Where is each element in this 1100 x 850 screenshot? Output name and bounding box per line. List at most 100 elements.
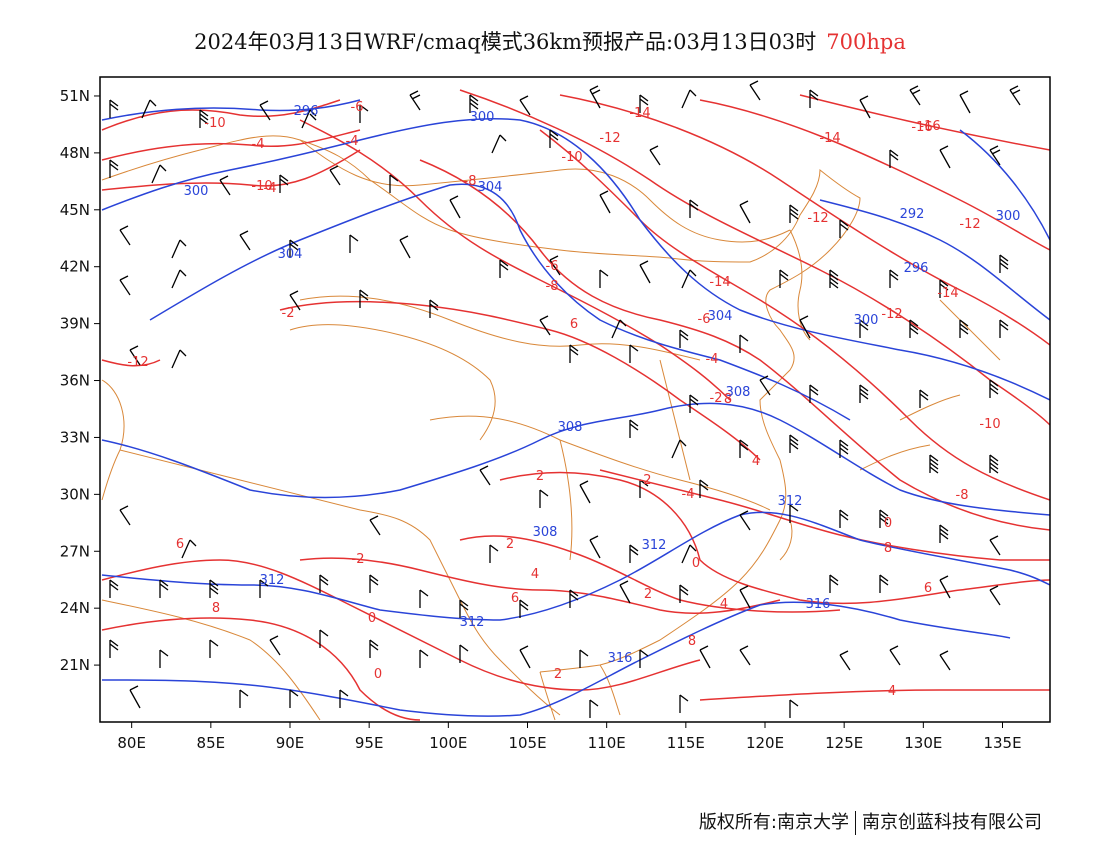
temp-label-2: -14 <box>819 131 840 146</box>
temp-label-33: 6 <box>511 591 519 606</box>
temp-label-47: 4 <box>888 684 896 699</box>
temp-label-29: -4 <box>682 487 695 502</box>
footer-separator <box>855 811 856 835</box>
temp-label-34: 8 <box>688 634 696 649</box>
border-japan <box>859 299 1001 471</box>
temp-label-20: -6 <box>698 312 711 327</box>
height-label-3: 304 <box>478 180 503 195</box>
temperature-contours <box>101 89 1050 721</box>
isotherm-m6 <box>299 119 731 401</box>
map-frame <box>99 76 1051 723</box>
height-contours <box>101 99 1050 717</box>
height-label-6: 304 <box>708 309 733 324</box>
temp-label-36: -4 <box>252 137 265 152</box>
temp-label-24: 2 <box>536 469 544 484</box>
lon-tick-label-11: 135E <box>983 734 1021 752</box>
height-label-0: 296 <box>294 104 319 119</box>
lon-tick-label-3: 95E <box>355 734 384 752</box>
lat-tick-label-9: 24N <box>60 599 90 617</box>
border-india <box>101 599 321 721</box>
temp-label-37: 0 <box>368 611 376 626</box>
border-provinces-c <box>559 359 691 561</box>
temp-label-23: 0 <box>884 516 892 531</box>
lon-tick-label-0: 80E <box>117 734 146 752</box>
height-label-17: 312 <box>642 538 667 553</box>
lat-tick-label-2: 45N <box>60 201 90 219</box>
temp-label-45: 0 <box>374 667 382 682</box>
temp-label-19: -8 <box>956 488 969 503</box>
lon-tick-label-4: 100E <box>429 734 467 752</box>
temp-label-26: 6 <box>176 537 184 552</box>
temp-label-14: -12 <box>881 307 902 322</box>
isotherm-m16 <box>699 99 1050 251</box>
lat-axis: 51N 48N 45N 42N 39N 36N 33N 30N 27N 24N 21N <box>60 87 100 674</box>
temp-label-48: 6 <box>570 317 578 332</box>
height-labels: 296 300 300 304 304 300 304 308 308 312 312 316 312 3… <box>184 104 1021 666</box>
temp-label-8: -4 <box>264 181 277 196</box>
height-label-9: 312 <box>260 573 285 588</box>
country-borders <box>101 135 1001 721</box>
temp-label-4: -10 <box>561 150 582 165</box>
isotherm-m10 <box>539 129 1050 501</box>
isotherm-m12 <box>459 89 1050 426</box>
isotherm-4 <box>299 557 781 614</box>
temp-label-17: -12 <box>959 217 980 232</box>
temp-label-0: -16 <box>911 120 932 135</box>
lat-tick-label-10: 21N <box>60 656 90 674</box>
height-label-7: 308 <box>558 420 583 435</box>
lat-tick-label-3: 42N <box>60 258 90 276</box>
lon-axis: 80E 85E 90E 95E 100E 105E 110E 115E 120E 125E 130E… <box>117 722 1022 752</box>
temp-label-38: 2 <box>644 587 652 602</box>
lon-tick-label-10: 130E <box>904 734 942 752</box>
temp-label-28: -2 <box>639 473 652 488</box>
temp-label-1: -14 <box>629 106 650 121</box>
border-tibet <box>289 324 496 441</box>
height-label-18: 308 <box>533 525 558 540</box>
lon-tick-label-9: 125E <box>825 734 863 752</box>
temp-label-21: -4 <box>706 352 719 367</box>
border-provinces-b <box>429 415 771 511</box>
height-288 <box>959 129 1050 241</box>
lat-tick-label-6: 33N <box>60 428 90 446</box>
temp-label-30: 0 <box>692 556 700 571</box>
lat-tick-label-4: 39N <box>60 315 90 333</box>
height-296-west <box>101 99 361 121</box>
temp-label-43: -12 <box>127 355 148 370</box>
temp-label-3: -12 <box>599 131 620 146</box>
isotherm-m8-north <box>101 129 361 161</box>
temp-label-9: -6 <box>546 259 559 274</box>
lon-tick-label-5: 105E <box>508 734 546 752</box>
height-label-13: 316 <box>806 597 831 612</box>
temp-label-7: -4 <box>346 134 359 149</box>
temp-label-13: -12 <box>807 211 828 226</box>
height-304 <box>149 183 851 421</box>
temp-label-25: 4 <box>752 454 760 469</box>
isotherm-m2 <box>599 469 1050 561</box>
lon-tick-label-7: 115E <box>667 734 705 752</box>
height-312 <box>101 511 1050 621</box>
temp-label-12: -14 <box>937 286 958 301</box>
height-label-14: 292 <box>900 207 925 222</box>
temp-label-6: -6 <box>351 100 364 115</box>
border-taiwan <box>779 519 793 561</box>
height-label-16: 300 <box>996 209 1021 224</box>
temp-label-40: 6 <box>924 581 932 596</box>
lat-tick-label-5: 36N <box>60 372 90 390</box>
border-mongolia <box>299 139 791 243</box>
height-label-1: 300 <box>470 110 495 125</box>
height-label-5: 300 <box>854 313 879 328</box>
temp-label-15: -16 <box>919 119 940 134</box>
border-tibet-south <box>119 449 461 601</box>
height-label-11: 316 <box>608 651 633 666</box>
isotherm-6 <box>101 559 701 691</box>
map-title: 2024年03月13日WRF/cmaq模式36km预报产品:03月13日03时 7… <box>0 26 1100 56</box>
border-provinces-a <box>299 295 701 361</box>
height-label-8: 308 <box>726 385 751 400</box>
isotherm-m8 <box>419 159 1050 531</box>
copyright-footer: 版权所有:南京大学 南京创蓝科技有限公司 <box>699 808 1042 835</box>
temp-label-31: 2 <box>506 537 514 552</box>
height-label-12: 312 <box>778 494 803 509</box>
temp-label-27: 8 <box>212 601 220 616</box>
height-label-10: 312 <box>460 615 485 630</box>
